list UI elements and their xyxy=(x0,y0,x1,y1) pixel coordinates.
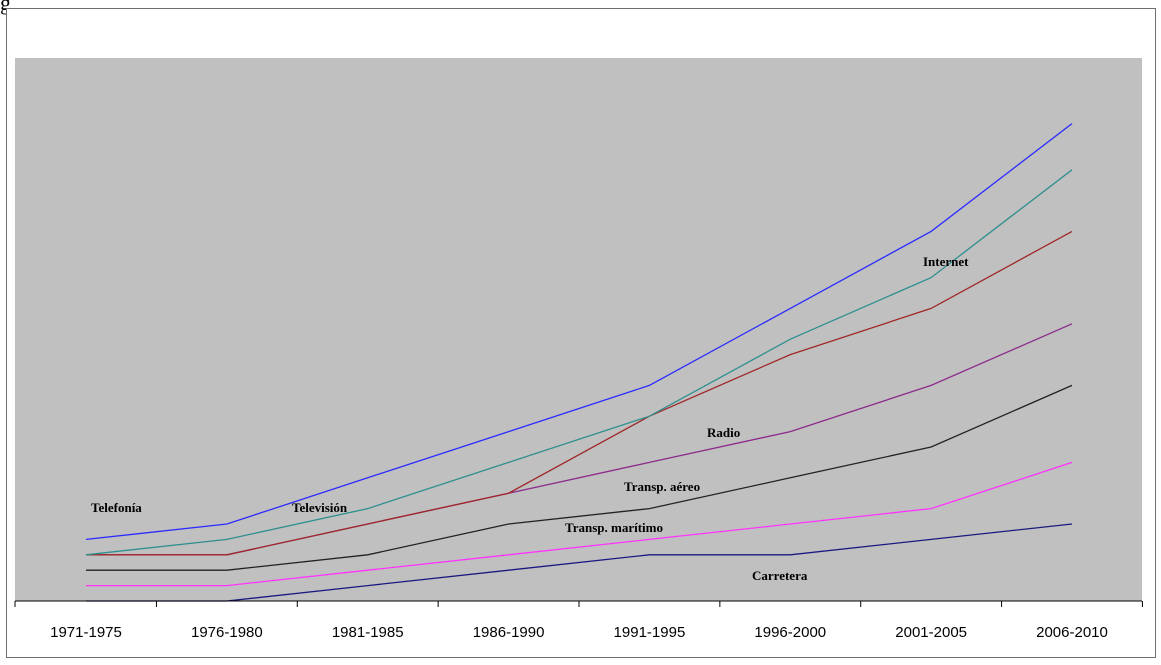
x-tick-label: 2006-2010 xyxy=(1036,624,1108,641)
x-tick-label: 1971-1975 xyxy=(50,624,122,641)
series-lines xyxy=(85,123,1073,602)
series-line-television xyxy=(85,169,1073,556)
series-line-telefonia xyxy=(85,123,1073,541)
series-label-carretera: Carretera xyxy=(752,568,808,583)
series-label-radio: Radio xyxy=(707,425,740,440)
x-axis-ticks xyxy=(14,601,1143,607)
series-label-transp-maritimo: Transp. marítimo xyxy=(565,520,663,535)
series-line-carretera xyxy=(86,523,1073,602)
series-label-television: Televisión xyxy=(292,500,348,515)
x-tick-label: 1986-1990 xyxy=(473,624,545,641)
series-label-internet: Internet xyxy=(923,254,969,269)
series-line-transp-aereo xyxy=(86,384,1073,571)
series-line-transp-maritimo xyxy=(86,461,1073,587)
series-label-transp-aereo: Transp. aéreo xyxy=(624,479,700,494)
x-tick-label: 2001-2005 xyxy=(895,624,967,641)
x-tick-label: 1991-1995 xyxy=(614,624,686,641)
x-tick-label: 1996-2000 xyxy=(754,624,826,641)
series-label-telefonia: Telefonía xyxy=(91,500,142,515)
series-labels: Telefonía Televisión Internet Radio Tran… xyxy=(91,254,969,583)
x-axis-tick-labels: 1971-1975 1976-1980 1981-1985 1986-1990 1991… xyxy=(50,624,1108,641)
x-tick-label: 1981-1985 xyxy=(332,624,404,641)
plot-area xyxy=(15,58,1142,601)
series-line-internet xyxy=(86,230,1073,556)
x-tick-label: 1976-1980 xyxy=(191,624,263,641)
cropped-header-text: g xyxy=(0,0,11,16)
